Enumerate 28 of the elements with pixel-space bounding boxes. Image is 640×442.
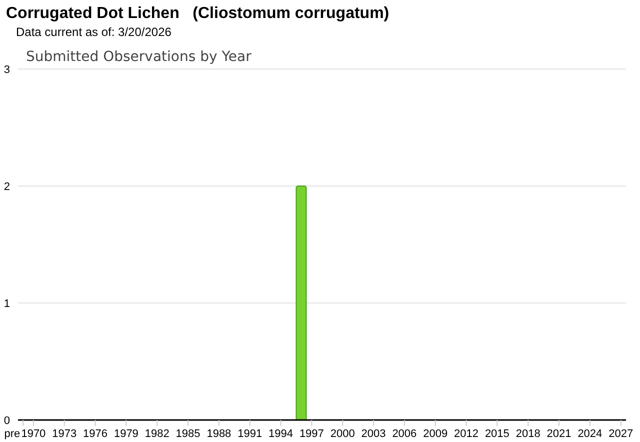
x-tick-label: 1991	[238, 428, 262, 440]
x-tick-label: 2003	[361, 428, 386, 440]
chart-title: Corrugated Dot Lichen (Cliostomum corrugatum)	[6, 5, 390, 23]
x-tick-label: 1982	[144, 428, 170, 440]
y-tick-label: 3	[4, 64, 10, 76]
x-tick-label: 1976	[83, 428, 108, 440]
x-tick-label: 1985	[176, 428, 200, 440]
x-tick-label: 2027	[608, 428, 634, 440]
y-tick-label: 2	[4, 180, 10, 193]
x-tick-label: 1979	[114, 428, 138, 440]
x-tick-label: 2024	[578, 428, 602, 440]
text: Submitted Observations by Year	[26, 49, 252, 65]
x-tick-label: 1970	[21, 428, 46, 440]
x-tick-label: 2015	[484, 428, 510, 440]
x-tick-label: 2009	[423, 428, 448, 440]
x-tick-label: 1994	[268, 428, 294, 440]
x-tick-label: 2006	[392, 428, 417, 440]
x-tick-label: 2000	[330, 428, 355, 440]
x-tick-label: pre	[4, 428, 20, 440]
x-tick-label: 2018	[516, 428, 540, 440]
x-tick-label: 1973	[52, 428, 77, 440]
x-tick-label: 1997	[299, 428, 324, 440]
chart-subtitle: Data current as of: 3/20/2026	[16, 25, 172, 39]
y-tick-label: 1	[4, 298, 10, 310]
x-tick-label: 2012	[454, 428, 479, 440]
x-tick-label: 1988	[206, 428, 232, 440]
y-tick-label: 0	[4, 414, 10, 427]
x-tick-label: 2021	[546, 428, 572, 440]
